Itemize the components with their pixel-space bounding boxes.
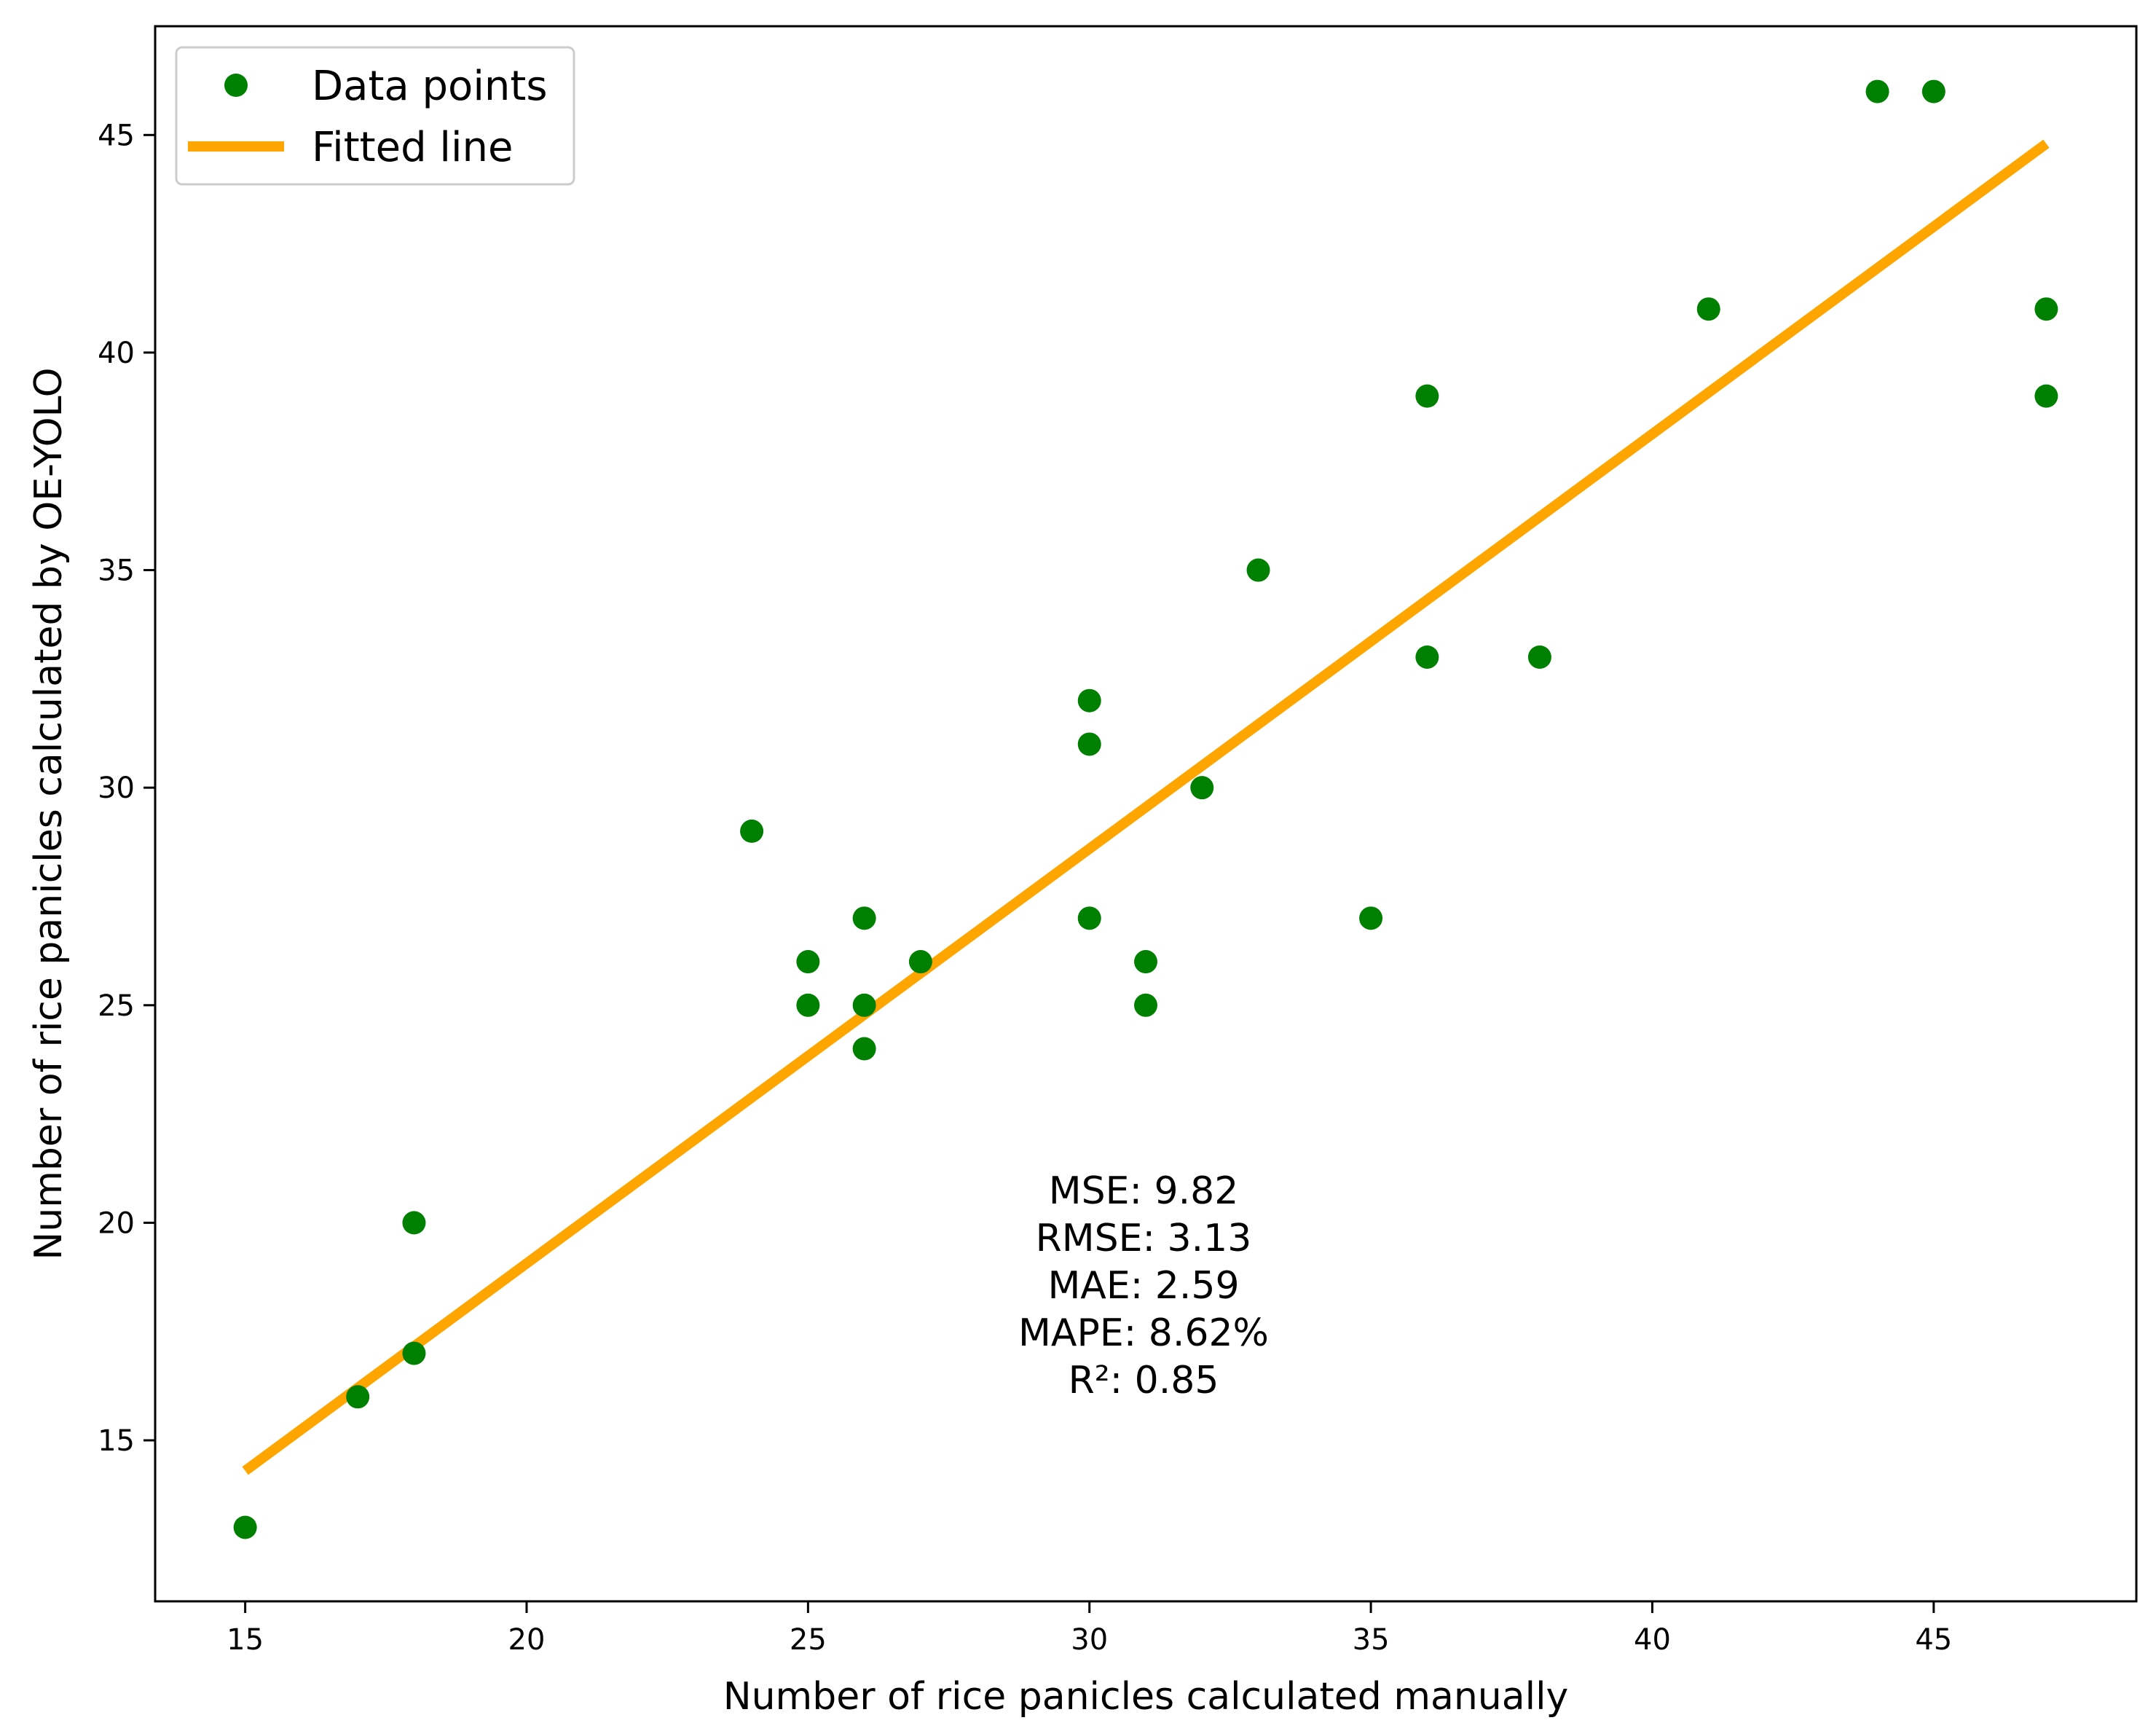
data-point (796, 993, 820, 1017)
fitted-line-layer (242, 139, 2050, 1475)
data-point (1134, 993, 1157, 1017)
data-point (796, 950, 820, 974)
data-point (402, 1211, 426, 1235)
data-points-layer (233, 79, 2058, 1539)
data-point (1415, 645, 1439, 669)
axes: 15 20 25 30 35 40 45 15 20 25 30 35 40 45 Number of ri… (27, 25, 2138, 1719)
y-tick-label: 15 (98, 1424, 135, 1458)
legend-label: Fitted line (312, 124, 513, 171)
fitted-line (242, 139, 2050, 1475)
data-point (1359, 906, 1383, 930)
x-tick-label: 30 (1071, 1623, 1108, 1657)
data-point (852, 1037, 876, 1061)
stat-mae: MAE: 2.59 (1047, 1264, 1239, 1308)
data-point (1527, 645, 1551, 669)
axes-frame (154, 25, 2138, 1603)
stat-r2: R²: 0.85 (1069, 1359, 1219, 1402)
data-point (1865, 79, 1889, 103)
y-axis-label: Number of rice panicles calculated by OE… (27, 367, 71, 1260)
data-point (1246, 558, 1270, 582)
data-point (402, 1341, 426, 1365)
plot-area (155, 26, 2136, 1601)
data-point (2034, 384, 2058, 408)
data-point (1415, 384, 1439, 408)
y-tick-label: 40 (98, 337, 135, 370)
y-tick-label: 20 (98, 1206, 135, 1240)
y-tick-label: 30 (98, 772, 135, 805)
x-tick-label: 45 (1915, 1623, 1952, 1657)
legend-label: Data points (312, 63, 548, 110)
data-point (740, 819, 764, 843)
data-point (1696, 297, 1720, 321)
x-tick-label: 15 (227, 1623, 264, 1657)
x-tick-label: 35 (1353, 1623, 1390, 1657)
data-point (908, 950, 932, 974)
stat-mape: MAPE: 8.62% (1018, 1311, 1269, 1355)
x-axis-label: Number of rice panicles calculated manua… (723, 1675, 1569, 1719)
legend-marker-icon (224, 74, 248, 97)
plot-background (155, 26, 2136, 1601)
data-point (1077, 732, 1101, 756)
x-tick-label: 40 (1634, 1623, 1671, 1657)
y-tick-label: 45 (98, 119, 135, 152)
stat-rmse: RMSE: 3.13 (1036, 1217, 1252, 1260)
data-point (2034, 297, 2058, 321)
stat-mse: MSE: 9.82 (1049, 1169, 1239, 1213)
data-point (1077, 688, 1101, 713)
x-tick-label: 25 (790, 1623, 827, 1657)
data-point (852, 906, 876, 930)
y-tick-label: 25 (98, 989, 135, 1023)
data-point (1077, 906, 1101, 930)
data-point (1921, 79, 1945, 103)
data-point (1134, 950, 1157, 974)
data-point (346, 1385, 370, 1409)
x-tick-label: 20 (508, 1623, 546, 1657)
data-point (233, 1515, 257, 1539)
data-point (852, 993, 876, 1017)
legend: Data points Fitted line (175, 46, 575, 186)
data-point (1190, 776, 1214, 800)
y-tick-label: 35 (98, 554, 135, 588)
